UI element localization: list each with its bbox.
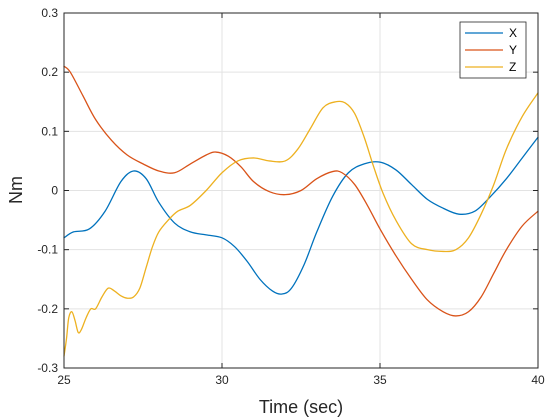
y-tick-label: -0.3 (37, 361, 58, 375)
y-axis-title: Nm (6, 176, 26, 204)
y-tick-label: 0.1 (41, 124, 58, 138)
series-line-y (63, 65, 539, 317)
y-tick-label: -0.2 (37, 302, 58, 316)
series-lines (63, 65, 539, 357)
x-tick-label: 25 (57, 373, 71, 387)
legend-label-z: Z (509, 60, 516, 74)
x-tick-labels: 25 30 35 40 (57, 373, 545, 387)
y-tick-label: 0.3 (41, 6, 58, 20)
series-line-x (63, 136, 539, 295)
x-tick-label: 30 (215, 373, 229, 387)
legend-label-x: X (509, 26, 517, 40)
axis-ticks (63, 12, 539, 369)
y-tick-label: -0.1 (37, 243, 58, 257)
y-tick-labels: -0.3 -0.2 -0.1 0 0.1 0.2 0.3 (37, 6, 58, 375)
x-axis-title: Time (sec) (259, 397, 343, 417)
y-tick-label: 0.2 (41, 65, 58, 79)
legend: XYZ (459, 21, 527, 79)
x-tick-label: 40 (531, 373, 545, 387)
x-tick-label: 35 (373, 373, 387, 387)
y-tick-label: 0 (51, 184, 58, 198)
series-line-z (63, 92, 539, 357)
legend-label-y: Y (509, 43, 517, 57)
